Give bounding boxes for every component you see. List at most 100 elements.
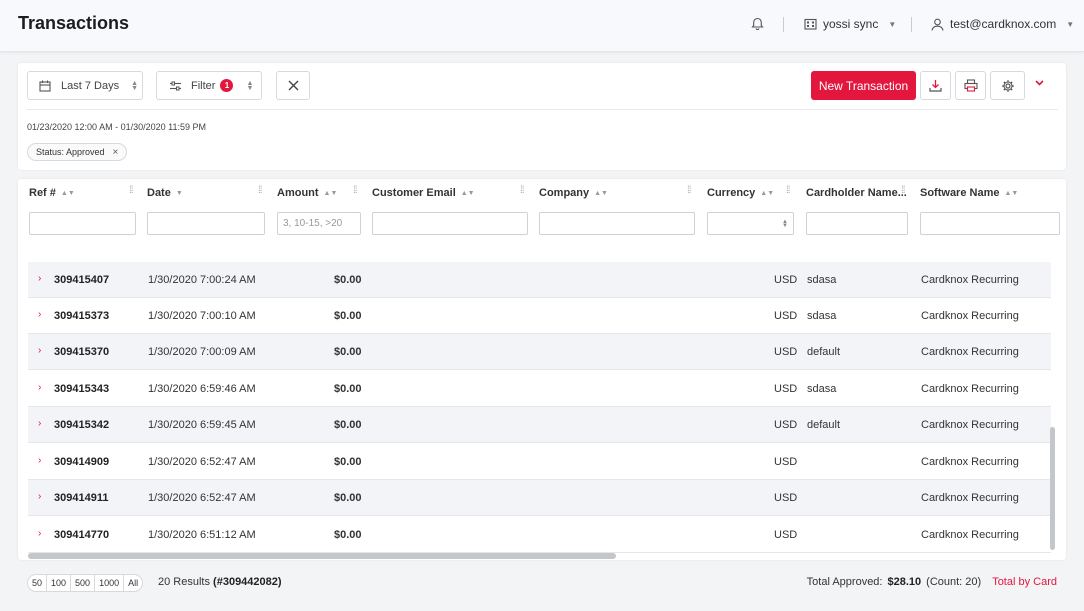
sort-icon: ▲▼ — [60, 189, 75, 197]
new-transaction-button[interactable]: New Transaction — [811, 71, 916, 100]
cell-currency: USD — [774, 529, 798, 541]
cell-cardholder: sdasa — [807, 310, 837, 322]
calendar-icon — [39, 80, 51, 92]
results-count: 20 Results — [158, 576, 210, 588]
total-count: (Count: 20) — [926, 576, 982, 588]
page-title: Transactions — [18, 13, 130, 33]
page-size-option[interactable]: 1000 — [95, 575, 125, 591]
amount-filter-input[interactable]: 3, 10-15, >20 — [277, 212, 361, 235]
table-row[interactable]: › 309415370 1/30/2020 7:00:09 AM $0.00 U… — [28, 334, 1051, 370]
expand-row-icon[interactable]: › — [38, 309, 42, 320]
column-header-company[interactable]: Company ▲▼ — [539, 187, 608, 199]
expand-row-icon[interactable]: › — [38, 491, 42, 502]
total-by-card-link[interactable]: Total by Card — [992, 576, 1057, 588]
cell-cardholder: default — [807, 419, 841, 431]
print-button[interactable] — [955, 71, 986, 100]
expand-toggle[interactable] — [1034, 77, 1045, 91]
column-grip-icon[interactable]: ⁞⁞ — [520, 185, 524, 196]
page-size-option[interactable]: 50 — [28, 575, 48, 591]
table-row[interactable]: › 309414770 1/30/2020 6:51:12 AM $0.00 U… — [28, 517, 1051, 553]
expand-row-icon[interactable]: › — [38, 345, 42, 356]
cell-ref: 309415343 — [54, 383, 110, 395]
column-header-software[interactable]: Software Name ▲▼ — [920, 187, 1019, 199]
transactions-grid: Ref # ▲▼ ⁞⁞ Date ▼ ⁞⁞ Amount ▲▼ ⁞⁞ Customer… — [18, 179, 1066, 560]
expand-row-icon[interactable]: › — [38, 382, 42, 393]
table-row[interactable]: › 309415342 1/30/2020 6:59:45 AM $0.00 U… — [28, 407, 1051, 443]
total-amount: $28.10 — [887, 576, 922, 588]
user-menu[interactable]: test@cardknox.com ▼ — [931, 17, 1074, 31]
cardholder-filter-input[interactable] — [806, 212, 908, 235]
cell-amount: $0.00 — [334, 529, 362, 541]
table-row[interactable]: › 309415407 1/30/2020 7:00:24 AM $0.00 U… — [28, 262, 1051, 298]
results-ref: (#309442082) — [213, 576, 282, 588]
cell-cardholder: sdasa — [807, 274, 837, 286]
page-size-option[interactable]: 100 — [47, 575, 72, 591]
table-row[interactable]: › 309414909 1/30/2020 6:52:47 AM $0.00 U… — [28, 444, 1051, 480]
cell-cardholder: sdasa — [807, 383, 837, 395]
column-header-ref[interactable]: Ref # ▲▼ — [29, 187, 75, 199]
column-header-amount[interactable]: Amount ▲▼ — [277, 187, 338, 199]
ref-filter-input[interactable] — [29, 212, 136, 235]
cell-date: 1/30/2020 6:59:46 AM — [148, 383, 256, 395]
cell-cardholder: default — [807, 346, 841, 358]
vertical-scrollbar[interactable] — [1050, 427, 1055, 550]
column-header-customer-email[interactable]: Customer Email ▲▼ — [372, 187, 475, 199]
expand-row-icon[interactable]: › — [38, 528, 42, 539]
sort-icon: ▲▼ — [323, 189, 338, 197]
table-row[interactable]: › 309414911 1/30/2020 6:52:47 AM $0.00 U… — [28, 480, 1051, 516]
chip-label: Status: Approved — [36, 147, 105, 157]
cell-software: Cardknox Recurring — [921, 529, 1019, 541]
column-grip-icon[interactable]: ⁞⁞ — [901, 185, 905, 196]
chip-remove-icon[interactable]: × — [112, 146, 119, 158]
currency-filter-select[interactable]: ▲ ▼ — [707, 212, 794, 235]
date-range-text: 01/23/2020 12:00 AM - 01/30/2020 11:59 P… — [27, 122, 206, 132]
header-divider — [783, 17, 784, 32]
expand-row-icon[interactable]: › — [38, 418, 42, 429]
column-header-cardholder[interactable]: Cardholder Name... — [806, 187, 907, 199]
account-switcher[interactable]: yossi sync ▼ — [804, 17, 896, 31]
column-grip-icon[interactable]: ⁞⁞ — [786, 185, 790, 196]
company-filter-input[interactable] — [539, 212, 695, 235]
cell-amount: $0.00 — [334, 419, 362, 431]
filter-button[interactable]: Filter 1 ▲ ▼ — [156, 71, 262, 100]
header-divider — [911, 17, 912, 32]
download-button[interactable] — [920, 71, 951, 100]
table-row[interactable]: › 309415343 1/30/2020 6:59:46 AM $0.00 U… — [28, 371, 1051, 407]
table-row[interactable]: › 309415373 1/30/2020 7:00:10 AM $0.00 U… — [28, 298, 1051, 334]
cell-ref: 309415342 — [54, 419, 110, 431]
column-grip-icon[interactable]: ⁞⁞ — [258, 185, 262, 196]
column-grip-icon[interactable]: ⁞⁞ — [687, 185, 691, 196]
page-size-option[interactable]: All — [128, 578, 139, 588]
sort-desc-icon: ▼ — [175, 189, 183, 197]
caret-down-icon: ▼ — [888, 19, 897, 29]
chevron-down-icon — [1035, 80, 1044, 86]
expand-row-icon[interactable]: › — [38, 455, 42, 466]
cell-currency: USD — [774, 419, 798, 431]
cell-ref: 309415407 — [54, 274, 110, 286]
notifications-button[interactable] — [751, 17, 764, 31]
cell-date: 1/30/2020 7:00:10 AM — [148, 310, 256, 322]
column-header-currency[interactable]: Currency ▲▼ — [707, 187, 775, 199]
cell-software: Cardknox Recurring — [921, 456, 1019, 468]
status-filter-chip: Status: Approved × — [27, 143, 128, 161]
horizontal-scrollbar[interactable] — [28, 553, 616, 559]
column-grip-icon[interactable]: ⁞⁞ — [353, 185, 357, 196]
column-header-date[interactable]: Date ▼ — [147, 187, 183, 199]
cell-software: Cardknox Recurring — [921, 274, 1019, 286]
column-grip-icon[interactable]: ⁞⁞ — [129, 185, 133, 196]
updown-icon: ▲ ▼ — [782, 218, 788, 229]
date-range-select[interactable]: Last 7 Days ▲ ▼ — [27, 71, 143, 100]
cell-ref: 309415370 — [54, 346, 110, 358]
page-size-option[interactable]: 500 — [71, 575, 96, 591]
date-filter-input[interactable] — [147, 212, 265, 235]
clear-filters-button[interactable] — [276, 71, 310, 100]
settings-button[interactable] — [990, 71, 1025, 100]
totals-summary: Total Approved: $28.10 (Count: 20) Total… — [807, 576, 1057, 588]
printer-icon — [963, 79, 978, 92]
expand-row-icon[interactable]: › — [38, 273, 42, 284]
software-filter-input[interactable] — [920, 212, 1060, 235]
email-filter-input[interactable] — [372, 212, 528, 235]
bell-icon — [751, 17, 764, 31]
cell-currency: USD — [774, 492, 798, 504]
cell-ref: 309415373 — [54, 310, 110, 322]
